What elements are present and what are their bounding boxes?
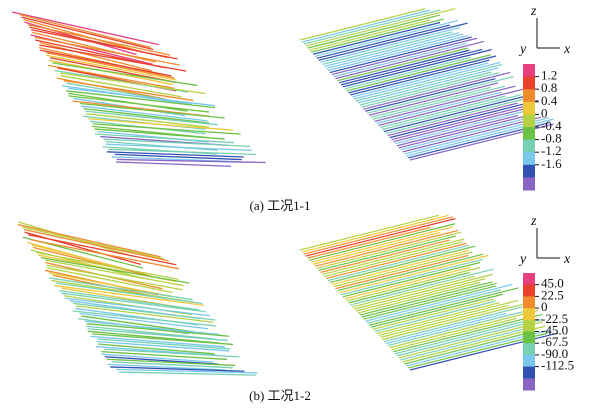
member-line	[317, 25, 450, 58]
member-line	[352, 276, 475, 307]
colorbar-segment	[523, 378, 535, 390]
colorbar-segment	[523, 332, 535, 344]
axis-label: y	[518, 42, 527, 57]
colorbar-segment	[523, 102, 535, 115]
axis-label: z	[530, 4, 537, 19]
colorbar-segment	[523, 177, 535, 190]
line-bundle	[12, 12, 266, 166]
line-bundle	[300, 9, 554, 160]
colorbar-segment	[523, 114, 535, 127]
member-line	[348, 273, 469, 303]
member-line	[307, 15, 439, 48]
colorbar-segment	[523, 355, 535, 367]
colorbar-segment	[523, 285, 535, 297]
axis-label: x	[563, 252, 571, 267]
member-line	[66, 91, 215, 108]
axis-label: y	[518, 252, 527, 267]
member-line	[97, 339, 230, 349]
member-line	[360, 282, 493, 315]
colorbar-segment	[523, 77, 535, 90]
colorbar-segment	[523, 64, 535, 77]
member-line	[324, 33, 459, 67]
line-bundle	[300, 215, 558, 370]
colorbar-segment	[523, 367, 535, 379]
colorbar-segment	[523, 127, 535, 140]
member-line	[347, 267, 480, 300]
colorbar-segment	[523, 165, 535, 178]
member-line	[45, 260, 183, 285]
member-line	[21, 17, 153, 49]
member-line	[358, 283, 480, 314]
member-line	[116, 162, 231, 166]
colorbar-segment	[523, 152, 535, 165]
panel-caption: (a) 工况1-1	[249, 198, 310, 213]
axis-label: z	[530, 214, 537, 229]
colorbar-tick-label: -1.6	[541, 156, 562, 171]
panel-caption: (b) 工况1-2	[249, 388, 311, 403]
member-line	[334, 43, 467, 76]
member-line	[376, 303, 499, 334]
member-line	[335, 255, 468, 288]
colorbar-segment	[523, 308, 535, 320]
member-line	[307, 227, 430, 258]
axis-label: x	[563, 42, 571, 57]
colorbar-tick-label: -112.5	[541, 358, 574, 373]
line-bundle	[18, 222, 258, 375]
figure: zyx1.20.80.40-0.4-0.8-1.2-1.6(a) 工况1-1zy…	[0, 0, 605, 408]
member-line	[311, 19, 443, 52]
member-line	[401, 329, 524, 360]
member-line	[367, 290, 501, 323]
colorbar-segment	[523, 89, 535, 102]
member-line	[371, 294, 503, 327]
colorbar-segment	[523, 296, 535, 308]
member-line	[362, 283, 497, 317]
colorbar-segment	[523, 140, 535, 153]
member-line	[397, 115, 518, 145]
member-line	[363, 286, 496, 319]
colorbar-segment	[523, 273, 535, 285]
colorbar-segment	[523, 343, 535, 355]
member-line	[373, 299, 495, 329]
colorbar-segment	[523, 320, 535, 332]
